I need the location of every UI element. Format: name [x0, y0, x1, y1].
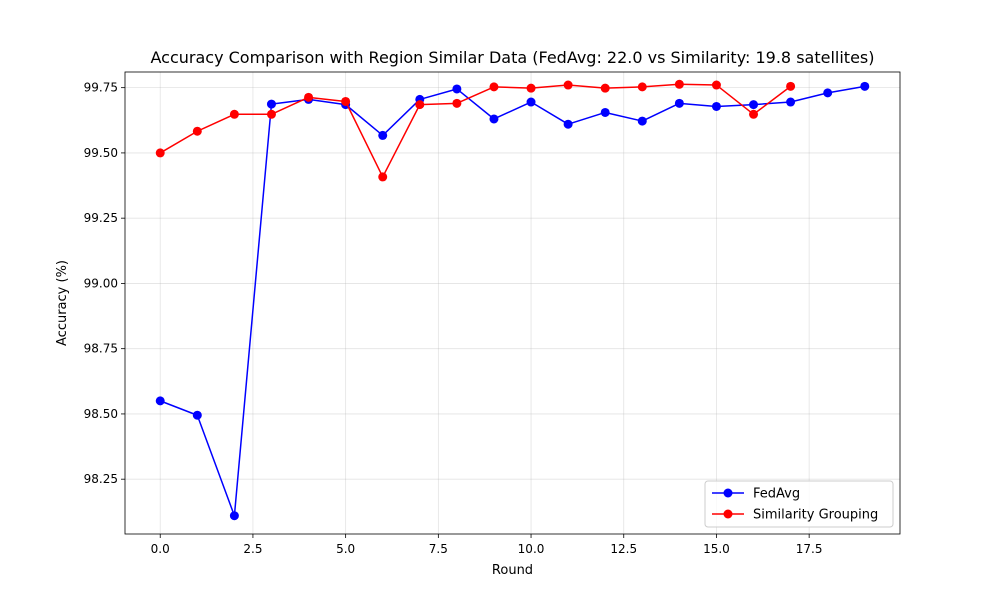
series-similarity-grouping — [155, 79, 796, 182]
data-point-fedavg — [674, 98, 684, 108]
ticks-layer: 0.0 2.5 5.0 7.5 10.0 12.5 15.0 17.5 98.25 98.50 98… — [84, 81, 823, 556]
x-tick-label: 17.5 — [796, 542, 823, 556]
series-line-fedavg — [159, 85, 865, 517]
data-point-fedavg — [823, 88, 833, 98]
legend: FedAvg Similarity Grouping — [704, 480, 894, 528]
x-tick-label: 2.5 — [243, 542, 262, 556]
y-tick-label: 99.75 — [84, 81, 118, 95]
data-point-similarity-grouping — [489, 82, 499, 92]
data-point-fedavg — [711, 101, 721, 111]
data-point-fedavg — [860, 81, 870, 91]
data-point-fedavg — [266, 99, 276, 109]
data-point-similarity-grouping — [341, 96, 351, 106]
series-line-similarity-grouping — [159, 83, 792, 178]
x-tick-label: 12.5 — [610, 542, 637, 556]
series-layer — [155, 79, 870, 521]
data-point-fedavg — [192, 410, 202, 420]
data-point-similarity-grouping — [266, 109, 276, 119]
data-point-fedavg — [786, 97, 796, 107]
data-point-fedavg — [749, 100, 759, 110]
y-tick-label: 99.25 — [84, 211, 118, 225]
x-tick-label: 7.5 — [429, 542, 448, 556]
x-tick-label: 10.0 — [518, 542, 545, 556]
data-point-similarity-grouping — [415, 100, 425, 110]
grid-layer — [125, 72, 900, 534]
y-tick-label: 99.00 — [84, 276, 118, 290]
y-tick-label: 98.75 — [84, 342, 118, 356]
data-point-similarity-grouping — [786, 81, 796, 91]
data-point-fedavg — [563, 119, 573, 129]
data-point-fedavg — [526, 97, 536, 107]
x-tick-label: 5.0 — [336, 542, 355, 556]
data-point-fedavg — [489, 114, 499, 124]
legend-marker-similarity — [723, 509, 733, 519]
data-point-similarity-grouping — [155, 148, 165, 158]
data-point-fedavg — [155, 396, 165, 406]
data-point-similarity-grouping — [526, 83, 536, 93]
legend-label-similarity: Similarity Grouping — [753, 508, 878, 523]
x-tick-label: 0.0 — [151, 542, 170, 556]
data-point-similarity-grouping — [452, 98, 462, 108]
y-tick-label: 99.50 — [84, 146, 118, 160]
y-tick-label: 98.50 — [84, 407, 118, 421]
chart-title: Accuracy Comparison with Region Similar … — [151, 48, 875, 67]
data-point-fedavg — [452, 84, 462, 94]
data-point-fedavg — [637, 116, 647, 126]
data-point-similarity-grouping — [711, 80, 721, 90]
y-tick-label: 98.25 — [84, 472, 118, 486]
legend-box — [704, 480, 894, 528]
data-point-similarity-grouping — [749, 109, 759, 119]
data-point-fedavg — [229, 511, 239, 521]
data-point-similarity-grouping — [674, 79, 684, 89]
data-point-fedavg — [378, 130, 388, 140]
y-axis-label: Accuracy (%) — [55, 260, 70, 346]
data-point-similarity-grouping — [229, 109, 239, 119]
data-point-similarity-grouping — [304, 92, 314, 102]
data-point-similarity-grouping — [563, 80, 573, 90]
series-fedavg — [155, 81, 870, 521]
legend-label-fedavg: FedAvg — [753, 487, 800, 502]
x-tick-label: 15.0 — [703, 542, 730, 556]
data-point-fedavg — [600, 107, 610, 117]
data-point-similarity-grouping — [600, 83, 610, 93]
plot-frame — [124, 71, 901, 535]
data-point-similarity-grouping — [192, 126, 202, 136]
data-point-similarity-grouping — [378, 172, 388, 182]
legend-marker-fedavg — [723, 488, 733, 498]
data-point-similarity-grouping — [637, 82, 647, 92]
x-axis-label: Round — [492, 563, 533, 578]
